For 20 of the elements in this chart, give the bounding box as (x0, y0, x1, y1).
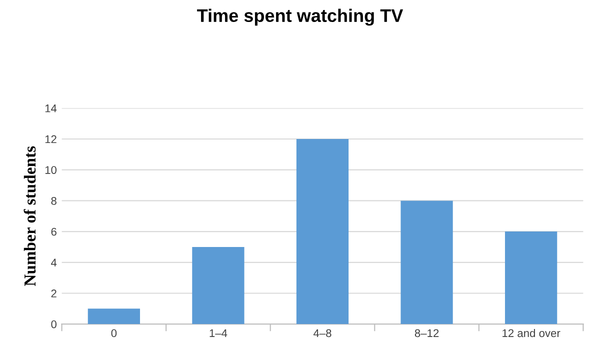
x-tick-label: 4–8 (313, 329, 332, 338)
y-tick-label: 8 (51, 196, 56, 205)
bar (400, 200, 453, 324)
x-tick-label: 8–12 (414, 329, 439, 338)
bar (296, 139, 349, 324)
y-tick-label: 10 (45, 166, 57, 174)
bar (88, 308, 140, 324)
y-tick-label: 4 (51, 258, 57, 266)
chart-title: Time spent watching TV (197, 8, 404, 26)
y-tick-label: 12 (45, 135, 56, 144)
x-tick-label: 0 (111, 329, 117, 338)
y-tick-label: 6 (51, 228, 56, 236)
y-axis-title: Number of students (24, 146, 36, 286)
y-tick-label: 2 (51, 290, 56, 298)
bar (192, 246, 244, 324)
y-tick-label: 14 (45, 104, 57, 112)
bar (504, 232, 558, 324)
x-tick-label: 1–4 (210, 329, 228, 338)
x-tick-label: 12 and over (502, 328, 560, 338)
y-tick-label: 0 (51, 320, 57, 328)
